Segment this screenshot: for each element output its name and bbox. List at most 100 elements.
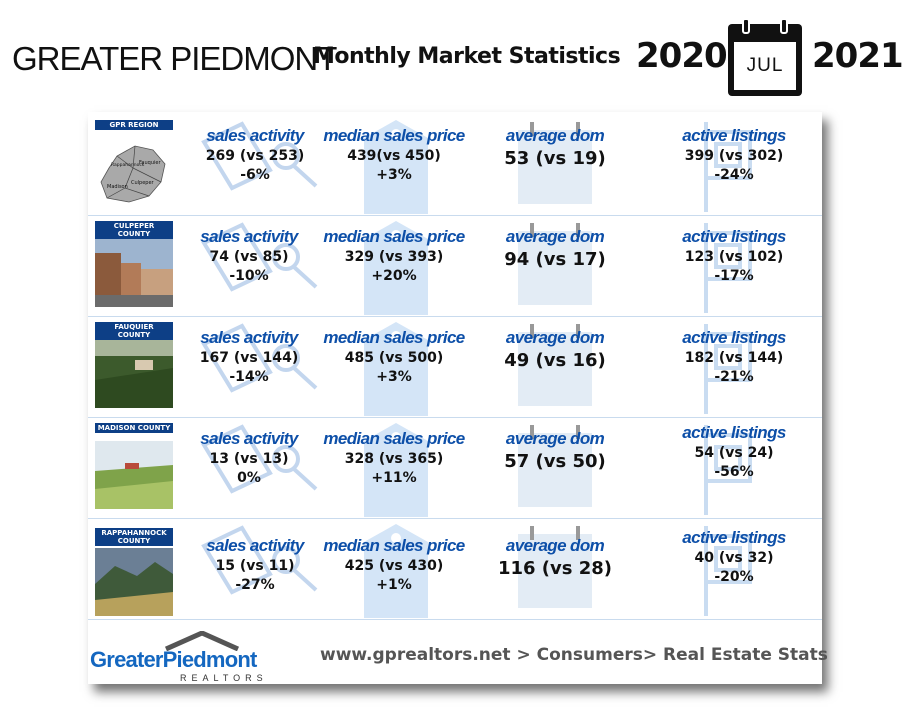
- price-tag-icon: [364, 221, 428, 315]
- metric-value: 182 (vs 144): [684, 350, 784, 366]
- calendar-watermark-icon: [518, 425, 592, 507]
- calendar-watermark-icon: [518, 526, 592, 608]
- calendar-month: JUL: [746, 55, 784, 76]
- metric-value: 74 (vs 85): [209, 249, 289, 265]
- sales-activity-metric: sales activity 74 (vs 85) -10%: [184, 227, 314, 284]
- stats-panel: GPR REGION Fauquier Rappahannock Culpepe…: [88, 112, 828, 685]
- metric-label: active listings: [682, 227, 786, 246]
- calendar-ring-icon: [780, 18, 788, 34]
- metric-label: active listings: [682, 328, 786, 347]
- sign-watermark-icon: [704, 223, 752, 313]
- metric-value: 57 (vs 50): [504, 451, 606, 472]
- median-price-metric: median sales price 328 (vs 365) +11%: [314, 429, 474, 486]
- price-tag-icon: [364, 322, 428, 416]
- price-tag-icon: [364, 120, 428, 214]
- median-price-metric: median sales price 425 (vs 430) +1%: [314, 536, 474, 593]
- region-row: CULPEPER COUNTY sales activity 74 (vs 85…: [88, 213, 822, 317]
- metric-value: 40 (vs 32): [694, 550, 774, 566]
- footer: GreaterPiedmont REALTORS www.gprealtors.…: [88, 617, 828, 685]
- metric-label: average dom: [505, 126, 605, 145]
- metric-change: +3%: [376, 369, 412, 385]
- sign-watermark-icon: [704, 425, 752, 515]
- region-tag: GPR REGION: [95, 120, 173, 130]
- metric-change: -10%: [229, 268, 269, 284]
- sales-activity-metric: sales activity 167 (vs 144) -14%: [184, 328, 314, 385]
- region-tag: FAUQUIER COUNTY: [95, 322, 173, 340]
- metric-label: median sales price: [323, 227, 465, 246]
- sign-watermark-icon: [704, 526, 752, 616]
- calendar-ring-icon: [742, 18, 750, 34]
- sales-activity-metric: sales activity 15 (vs 11) -27%: [190, 536, 320, 593]
- average-dom-metric: average dom 53 (vs 19): [490, 126, 620, 169]
- metric-change: 0%: [237, 470, 261, 486]
- sales-activity-metric: sales activity 269 (vs 253) -6%: [190, 126, 320, 183]
- metric-value: 485 (vs 500): [344, 350, 444, 366]
- region-tag: CULPEPER COUNTY: [95, 221, 173, 239]
- key-watermark-icon: [201, 424, 318, 494]
- calendar-watermark-icon: [518, 223, 592, 305]
- metric-value: 53 (vs 19): [504, 148, 606, 169]
- metric-label: median sales price: [323, 328, 465, 347]
- key-watermark-icon: [201, 525, 318, 595]
- region-photo-image: [95, 441, 173, 509]
- metric-value: 116 (vs 28): [497, 558, 613, 579]
- metric-change: +3%: [376, 167, 412, 183]
- calendar-watermark-icon: [518, 122, 592, 204]
- metric-change: -27%: [235, 577, 275, 593]
- metric-value: 425 (vs 430): [344, 558, 444, 574]
- metric-change: -20%: [714, 569, 754, 585]
- map-label: Fauquier: [139, 160, 161, 166]
- median-price-metric: median sales price 439(vs 450) +3%: [314, 126, 474, 183]
- year-left: 2020: [636, 36, 728, 76]
- metric-change: -14%: [229, 369, 269, 385]
- median-price-metric: median sales price 485 (vs 500) +3%: [314, 328, 474, 385]
- year-right: 2021: [812, 36, 904, 76]
- key-watermark-icon: [201, 323, 318, 393]
- sales-activity-metric: sales activity 13 (vs 13) 0%: [184, 429, 314, 486]
- metric-change: -17%: [714, 268, 754, 284]
- calendar-face: JUL: [734, 42, 796, 90]
- metric-value: 123 (vs 102): [684, 249, 784, 265]
- metric-label: sales activity: [200, 227, 298, 246]
- median-price-metric: median sales price 329 (vs 393) +20%: [314, 227, 474, 284]
- metric-value: 329 (vs 393): [344, 249, 444, 265]
- metric-value: 439(vs 450): [347, 148, 441, 164]
- price-tag-icon: [364, 524, 428, 618]
- region-photo-image: [95, 340, 173, 408]
- metric-value: 269 (vs 253): [205, 148, 305, 164]
- header: GREATER PIEDMONT Monthly Market Statisti…: [0, 0, 920, 110]
- key-watermark-icon: [201, 222, 318, 292]
- greaterpiedmont-logo[interactable]: GreaterPiedmont REALTORS: [88, 625, 288, 685]
- average-dom-metric: average dom 57 (vs 50): [490, 429, 620, 472]
- average-dom-metric: average dom 116 (vs 28): [490, 536, 620, 579]
- region-row: RAPPAHANNOCK COUNTY sales activity 15 (v…: [88, 516, 822, 620]
- metric-label: active listings: [682, 423, 786, 442]
- region-tag: MADISON COUNTY: [95, 423, 173, 433]
- region-tag: RAPPAHANNOCK COUNTY: [95, 528, 173, 546]
- active-listings-metric: active listings 399 (vs 302) -24%: [664, 126, 804, 183]
- active-listings-metric: active listings 54 (vs 24) -56%: [664, 423, 804, 480]
- metric-label: active listings: [682, 528, 786, 547]
- active-listings-metric: active listings 40 (vs 32) -20%: [664, 528, 804, 585]
- active-listings-metric: active listings 123 (vs 102) -17%: [664, 227, 804, 284]
- map-label: Rappahannock: [111, 162, 145, 168]
- metric-change: -24%: [714, 167, 754, 183]
- region-row: GPR REGION Fauquier Rappahannock Culpepe…: [88, 112, 822, 216]
- region-photo-image: [95, 548, 173, 616]
- average-dom-metric: average dom 49 (vs 16): [490, 328, 620, 371]
- metric-label: median sales price: [323, 429, 465, 448]
- metric-change: +11%: [371, 470, 417, 486]
- brand-title: GREATER PIEDMONT: [12, 40, 337, 77]
- region-row: FAUQUIER COUNTY sales activity 167 (vs 1…: [88, 314, 822, 418]
- metric-change: -56%: [714, 464, 754, 480]
- page-subtitle: Monthly Market Statistics: [313, 44, 621, 69]
- sign-watermark-icon: [704, 324, 752, 414]
- price-tag-icon: [364, 423, 428, 517]
- calendar-watermark-icon: [518, 324, 592, 406]
- metric-label: average dom: [505, 429, 605, 448]
- map-label: Madison: [107, 184, 128, 190]
- metric-label: average dom: [505, 328, 605, 347]
- roof-icon: [164, 631, 240, 651]
- metric-label: sales activity: [200, 328, 298, 347]
- website-link[interactable]: www.gprealtors.net > Consumers> Real Est…: [320, 645, 828, 665]
